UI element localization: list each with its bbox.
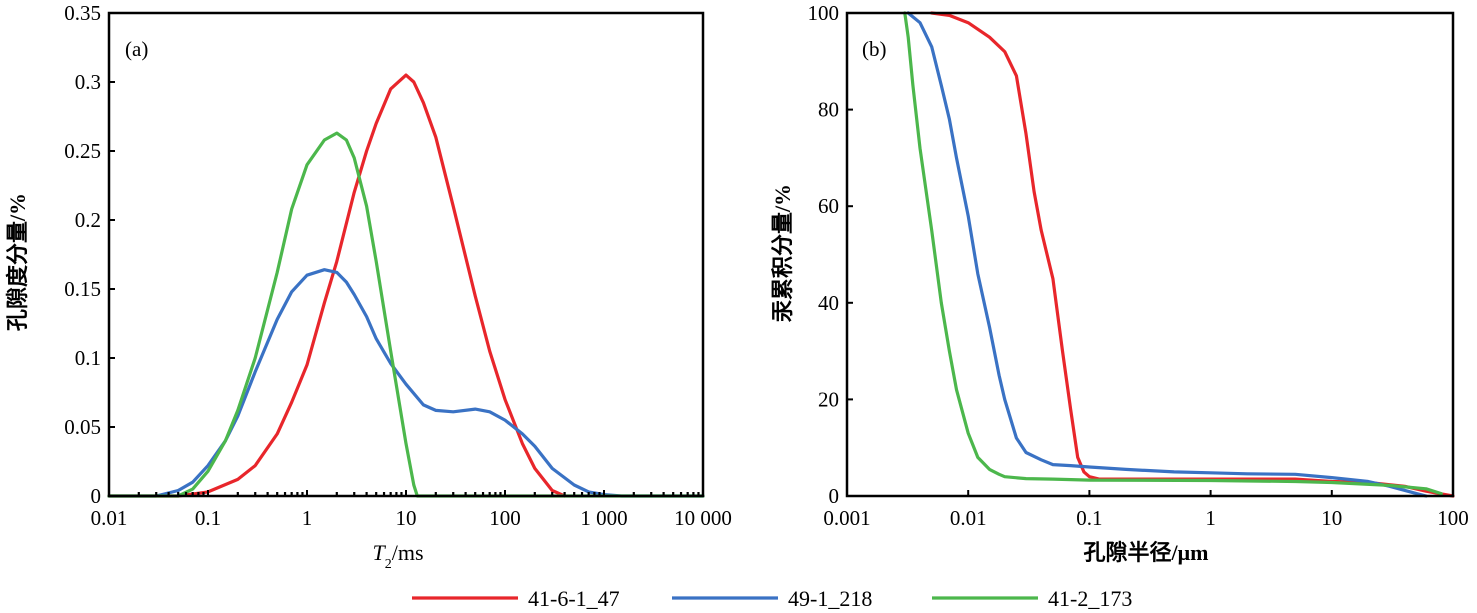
legend-label-1: 49-1_218 <box>788 586 872 611</box>
panel-a-x-tick-label: 100 <box>489 506 521 530</box>
panel-a-y-tick-label: 0.35 <box>64 1 101 25</box>
panel-a-x-tick-label: 1 000 <box>580 506 627 530</box>
panel-b-y-tick-label: 100 <box>808 1 840 25</box>
panel-b-x-tick-label: 10 <box>1321 506 1342 530</box>
panel-b-y-ticks: 0 20 40 60 80 100 <box>808 1 853 508</box>
panel-a-series-line-2 <box>107 131 705 498</box>
panel-a-y-ticks: 0 0.05 0.1 0.15 0.2 0.25 0.3 0.35 <box>64 1 115 508</box>
panel-b-series-group <box>903 11 1455 498</box>
legend: 41-6-1_47 49-1_218 41-2_173 <box>412 586 1132 611</box>
panel-a-x-tick-label: 0.01 <box>91 506 128 530</box>
panel-b-x-tick-label: 0.001 <box>823 506 870 530</box>
panel-a-y-tick-label: 0.15 <box>64 277 101 301</box>
panel-a-x-tick-label: 10 <box>396 506 417 530</box>
panel-b-label: (b) <box>862 37 887 61</box>
panel-a-x-axis-label: T2/ms <box>372 540 423 572</box>
panel-a-chart: 0.01 0.1 1 10 100 1 000 10 000 0 0.05 0.1 0.15 0.2… <box>5 1 732 572</box>
panel-a-series-line-0 <box>107 73 567 498</box>
panel-b-y-tick-label: 20 <box>818 387 839 411</box>
panel-b-plot-frame <box>845 11 1455 498</box>
panel-b-x-tick-label: 0.01 <box>950 506 987 530</box>
panel-a-y-tick-label: 0.2 <box>75 208 101 232</box>
panel-b-y-tick-label: 60 <box>818 194 839 218</box>
legend-label-0: 41-6-1_47 <box>528 586 620 611</box>
panel-a-x-tick-label: 1 <box>302 506 313 530</box>
panel-a-y-tick-label: 0.3 <box>75 70 101 94</box>
panel-a-x-tick-label: 10 000 <box>674 506 732 530</box>
panel-b-series-line-0 <box>930 11 1455 498</box>
panel-b-y-tick-label: 80 <box>818 98 839 122</box>
panel-a-x-axis-label-subscript: 2 <box>385 557 392 572</box>
panel-a-y-tick-label: 0.05 <box>64 415 101 439</box>
panel-b-series-line-2 <box>903 11 1443 496</box>
panel-a-y-tick-label: 0 <box>91 484 102 508</box>
panel-b-chart: 0.001 0.01 0.1 1 10 100 0 20 40 60 80 100 (b) 汞累积分… <box>770 1 1469 565</box>
panel-b-x-axis-label: 孔隙半径/μm <box>1084 540 1209 565</box>
panel-b-x-tick-label: 100 <box>1437 506 1469 530</box>
panel-a-x-tick-label: 0.1 <box>195 506 221 530</box>
panel-a-series-group <box>107 73 705 498</box>
panel-a-y-tick-label: 0.25 <box>64 139 101 163</box>
panel-a-x-ticks: 0.01 0.1 1 10 100 1 000 10 000 <box>91 490 732 530</box>
panel-a-x-axis-label-symbol: T <box>372 540 386 565</box>
panel-a-series-line-1 <box>107 268 705 498</box>
panel-a-x-axis-label-unit: /ms <box>392 540 424 565</box>
panel-a-y-axis-label: 孔隙度分量/% <box>5 193 30 331</box>
panel-a-y-tick-label: 0.1 <box>75 346 101 370</box>
legend-label-2: 41-2_173 <box>1048 586 1132 611</box>
panel-b-x-tick-label: 0.1 <box>1076 506 1102 530</box>
panel-b-x-tick-label: 1 <box>1205 506 1216 530</box>
panel-b-x-ticks: 0.001 0.01 0.1 1 10 100 <box>823 490 1469 530</box>
panel-b-y-tick-label: 40 <box>818 291 839 315</box>
panel-a-plot-frame <box>107 11 705 498</box>
panel-b-y-axis-label: 汞累积分量/% <box>770 184 795 322</box>
panel-b-y-tick-label: 0 <box>829 484 840 508</box>
panel-a-label: (a) <box>125 37 148 61</box>
panel-b-series-line-1 <box>906 11 1428 498</box>
